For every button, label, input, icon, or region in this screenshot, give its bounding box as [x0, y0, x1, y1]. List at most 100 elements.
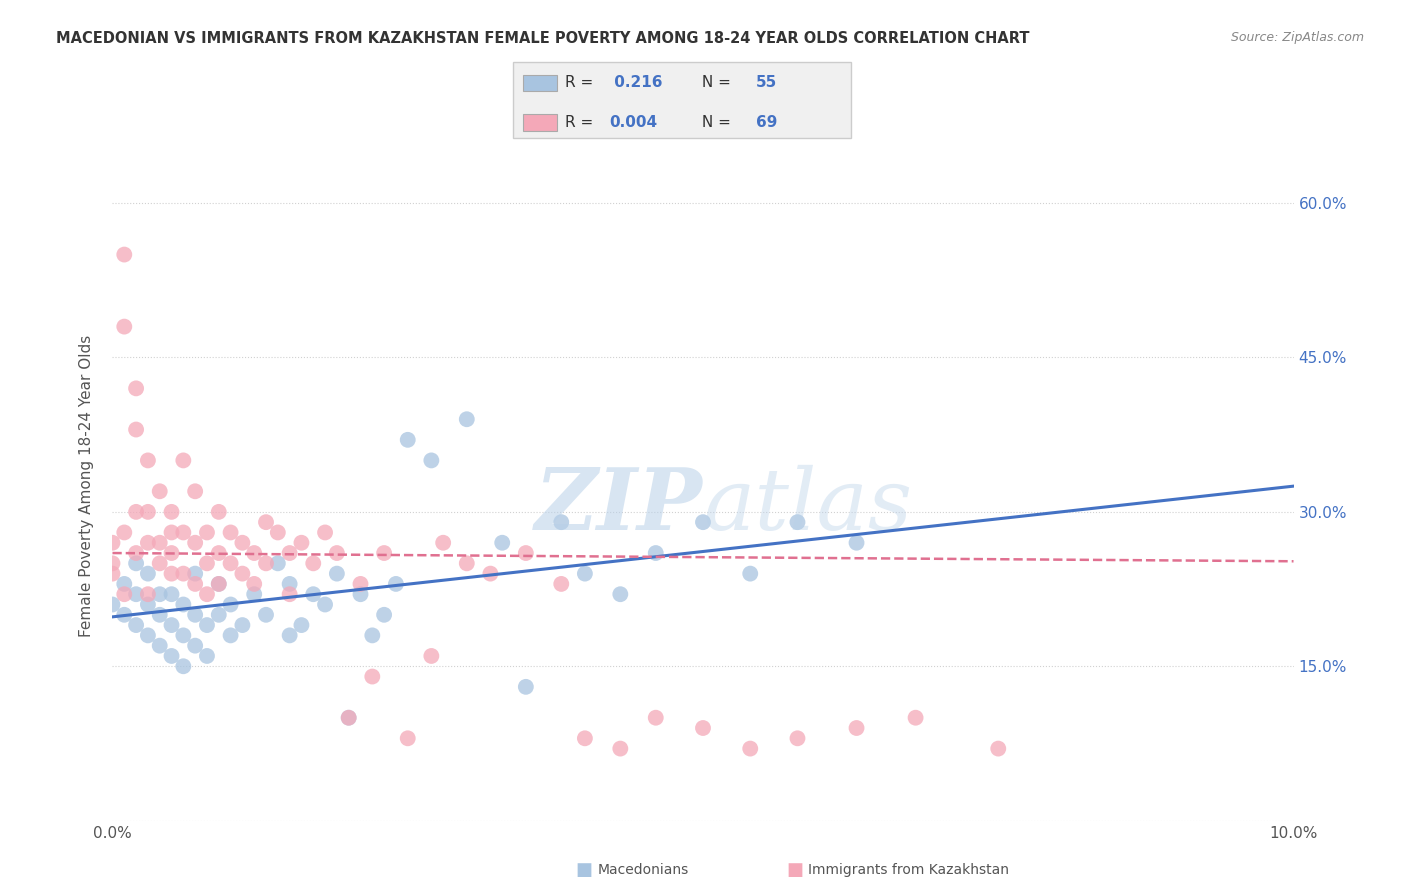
Point: [125, 618, 148, 632]
Text: MACEDONIAN VS IMMIGRANTS FROM KAZAKHSTAN FEMALE POVERTY AMONG 18-24 YEAR OLDS CO: MACEDONIAN VS IMMIGRANTS FROM KAZAKHSTAN…: [56, 31, 1029, 46]
Point: [385, 577, 408, 591]
Text: ZIP: ZIP: [536, 465, 703, 548]
Point: [550, 515, 572, 529]
Point: [160, 587, 183, 601]
Point: [101, 566, 124, 581]
Point: [172, 598, 194, 612]
Point: [195, 618, 218, 632]
Point: [136, 505, 159, 519]
Point: [278, 546, 301, 560]
Point: [267, 557, 290, 571]
Point: [195, 525, 218, 540]
Point: [125, 423, 148, 437]
Point: [112, 319, 135, 334]
Text: R =: R =: [565, 115, 599, 130]
Point: [337, 711, 360, 725]
Point: [574, 566, 596, 581]
Bar: [523, 75, 557, 91]
Point: [845, 535, 868, 549]
Point: [267, 525, 290, 540]
Point: [254, 607, 277, 622]
Point: [136, 453, 159, 467]
Point: [184, 639, 207, 653]
Point: [149, 587, 172, 601]
Point: [609, 741, 631, 756]
Text: 69: 69: [756, 115, 778, 130]
Point: [136, 535, 159, 549]
Point: [254, 515, 277, 529]
Point: [125, 546, 148, 560]
Point: [550, 577, 572, 591]
Point: [740, 566, 762, 581]
Point: [172, 628, 194, 642]
Point: [314, 525, 336, 540]
Point: [420, 648, 443, 663]
Point: [208, 505, 231, 519]
Point: [479, 566, 502, 581]
Point: [396, 731, 419, 746]
Point: [786, 515, 808, 529]
Point: [195, 557, 218, 571]
Point: [326, 546, 349, 560]
Point: [160, 525, 183, 540]
Point: [243, 587, 266, 601]
Point: [208, 607, 231, 622]
Point: [160, 546, 183, 560]
Text: Immigrants from Kazakhstan: Immigrants from Kazakhstan: [808, 863, 1010, 877]
Text: 0.004: 0.004: [609, 115, 658, 130]
Point: [160, 618, 183, 632]
Point: [160, 566, 183, 581]
Point: [195, 648, 218, 663]
Text: atlas: atlas: [703, 465, 912, 548]
Point: [101, 557, 124, 571]
Point: [302, 557, 325, 571]
Text: ■: ■: [786, 861, 803, 879]
Point: [349, 587, 371, 601]
Point: [219, 557, 242, 571]
Point: [125, 557, 148, 571]
Point: [361, 669, 384, 683]
Point: [290, 535, 312, 549]
Point: [290, 618, 312, 632]
Point: [112, 247, 135, 261]
Point: [456, 557, 478, 571]
Point: [396, 433, 419, 447]
Point: [515, 680, 537, 694]
Point: [112, 587, 135, 601]
Point: [349, 577, 371, 591]
Point: [172, 525, 194, 540]
Point: [231, 535, 253, 549]
Point: [314, 598, 336, 612]
Point: [692, 515, 714, 529]
Point: [219, 525, 242, 540]
Point: [231, 566, 253, 581]
Point: [456, 412, 478, 426]
Point: [184, 566, 207, 581]
Point: [278, 587, 301, 601]
Point: [278, 577, 301, 591]
Point: [326, 566, 349, 581]
Point: [491, 535, 513, 549]
Point: [740, 741, 762, 756]
Point: [184, 607, 207, 622]
Point: [337, 711, 360, 725]
Point: [195, 587, 218, 601]
Point: [112, 607, 135, 622]
Point: [184, 484, 207, 499]
Point: [219, 598, 242, 612]
Point: [278, 628, 301, 642]
Point: [172, 659, 194, 673]
Point: [149, 557, 172, 571]
Point: [149, 607, 172, 622]
Point: [125, 587, 148, 601]
Text: Macedonians: Macedonians: [598, 863, 689, 877]
Point: [231, 618, 253, 632]
Point: [149, 484, 172, 499]
Text: 0.216: 0.216: [609, 76, 662, 90]
Point: [432, 535, 454, 549]
Point: [112, 577, 135, 591]
Point: [373, 546, 395, 560]
Point: [644, 546, 666, 560]
Point: [208, 546, 231, 560]
Point: [243, 577, 266, 591]
